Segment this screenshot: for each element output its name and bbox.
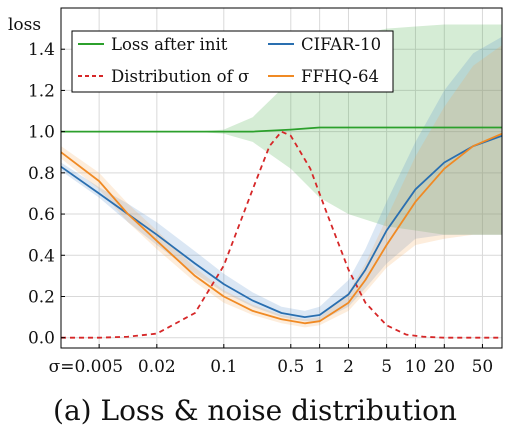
- x-tick-label: 0.02: [138, 357, 176, 377]
- band-cifar-10: [61, 36, 502, 322]
- x-axis-ticks: σ=0.005 0.02 0.1 0.5 1 2 5 10 20 50: [49, 344, 494, 377]
- x-tick-label: 50: [472, 357, 494, 377]
- x-tick-label: 2: [343, 357, 354, 377]
- y-tick-label: 0.2: [28, 287, 55, 307]
- y-tick-label: 1.2: [28, 81, 55, 101]
- y-tick-label: 0.6: [28, 205, 55, 225]
- legend-label-loss-after-init: Loss after init: [111, 35, 228, 54]
- y-tick-label: 0.8: [28, 164, 55, 184]
- y-axis-ticks: 0.0 0.2 0.4 0.6 0.8 1.0 1.2 1.4: [28, 40, 65, 349]
- y-tick-label: 0.4: [28, 246, 55, 266]
- legend-label-cifar-10: CIFAR-10: [301, 35, 381, 54]
- x-tick-label: 10: [405, 357, 427, 377]
- x-tick-label: 1: [314, 357, 325, 377]
- y-axis-title: loss: [8, 15, 41, 35]
- legend-box: [71, 30, 394, 93]
- figure-caption: (a) Loss & noise distribution: [53, 394, 457, 427]
- legend: Loss after init Distribution of σ CIFAR-…: [71, 30, 394, 93]
- line-ffhq-64: [60, 132, 503, 325]
- y-tick-label: 0.0: [28, 329, 55, 349]
- y-tick-label: 1.4: [28, 40, 55, 60]
- line-distribution-of: [61, 130, 502, 339]
- x-tick-label: 5: [381, 357, 392, 377]
- series-lines: [60, 126, 503, 339]
- legend-label-distribution-of-sigma: Distribution of σ: [111, 67, 249, 86]
- legend-label-ffhq-64: FFHQ-64: [301, 67, 379, 86]
- band-ffhq-64: [61, 45, 502, 328]
- line-cifar-10: [60, 134, 503, 319]
- y-tick-label: 1.0: [28, 123, 55, 143]
- x-tick-label: 0.1: [210, 357, 237, 377]
- x-tick-label: 20: [433, 357, 455, 377]
- x-tick-label: σ=0.005: [49, 357, 124, 377]
- plot-frame: [60, 7, 503, 349]
- line-loss-after-init: [61, 126, 502, 133]
- x-tick-label: 0.5: [277, 357, 304, 377]
